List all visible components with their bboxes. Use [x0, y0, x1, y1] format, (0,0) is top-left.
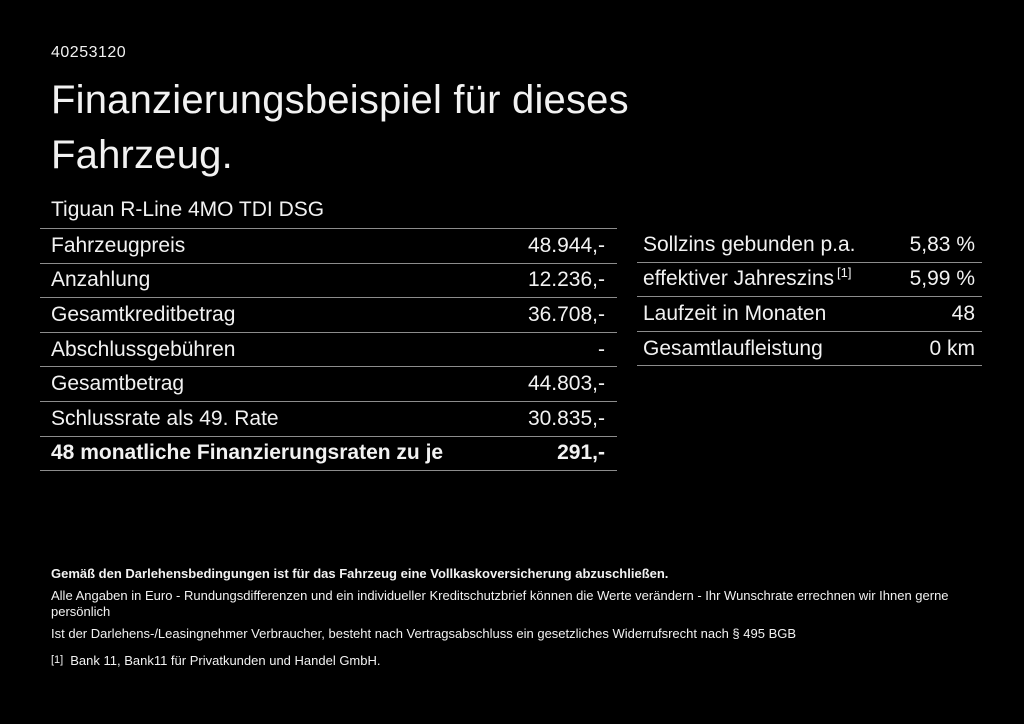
table-row-abschlussgebuehren: Abschlussgebühren -	[40, 333, 617, 368]
row-label: Anzahlung	[51, 268, 151, 292]
row-label: Gesamtlaufleistung	[643, 336, 823, 360]
page-title: Finanzierungsbeispiel für dieses Fahrzeug…	[51, 73, 629, 183]
table-row-effektiver-jahreszins: effektiver Jahreszins [1] 5,99 %	[637, 263, 982, 298]
table-row-schlussrate: Schlussrate als 49. Rate 30.835,-	[40, 402, 617, 437]
page-title-line2: Fahrzeug.	[51, 133, 233, 177]
row-value: 48.944,-	[527, 233, 605, 257]
row-value: 291,-	[557, 441, 605, 465]
row-label: Schlussrate als 49. Rate	[51, 406, 279, 430]
row-value: 5,83 %	[909, 232, 975, 256]
row-label: 48 monatliche Finanzierungsraten zu je	[51, 441, 444, 465]
table-row-sollzins: Sollzins gebunden p.a. 5,83 %	[637, 228, 982, 263]
row-label: Gesamtkreditbetrag	[51, 302, 236, 326]
table-row-anzahlung: Anzahlung 12.236,-	[40, 264, 617, 299]
vehicle-model: Tiguan R-Line 4MO TDI DSG	[51, 198, 325, 221]
finance-table: Fahrzeugpreis 48.944,- Anzahlung 12.236,…	[40, 228, 617, 472]
disclaimer-note-2: Ist der Darlehens-/Leasingnehmer Verbrau…	[51, 626, 797, 641]
row-value: 48	[951, 301, 975, 325]
row-label-text: effektiver Jahreszins	[643, 267, 835, 291]
row-label: Laufzeit in Monaten	[643, 301, 827, 325]
row-value: 5,99 %	[909, 267, 975, 291]
bank-footnote: [1] Bank 11, Bank11 für Privatkunden und …	[51, 653, 981, 670]
table-row-fahrzeugpreis: Fahrzeugpreis 48.944,-	[40, 229, 617, 264]
row-value: 0 km	[929, 336, 975, 360]
page-title-line1: Finanzierungsbeispiel für dieses	[51, 78, 629, 122]
row-label: Sollzins gebunden p.a.	[643, 232, 856, 256]
row-label: Fahrzeugpreis	[51, 233, 186, 257]
table-row-laufzeit: Laufzeit in Monaten 48	[637, 297, 982, 332]
reference-number: 40253120	[51, 44, 127, 61]
row-value: 30.835,-	[527, 406, 605, 430]
table-row-monatsrate: 48 monatliche Finanzierungsraten zu je 2…	[40, 437, 617, 472]
finance-tables: Fahrzeugpreis 48.944,- Anzahlung 12.236,…	[40, 228, 982, 472]
conditions-table: Sollzins gebunden p.a. 5,83 % effektiver…	[637, 228, 982, 367]
footnote-reference: [1]	[837, 265, 852, 281]
disclaimer-note-1: Alle Angaben in Euro - Rundungsdifferenz…	[51, 588, 949, 619]
row-value: 36.708,-	[527, 302, 605, 326]
table-row-gesamtlaufleistung: Gesamtlaufleistung 0 km	[637, 332, 982, 367]
row-label: Abschlussgebühren	[51, 337, 236, 361]
row-value: 12.236,-	[527, 268, 605, 292]
row-value: 44.803,-	[527, 372, 605, 396]
table-row-gesamtkreditbetrag: Gesamtkreditbetrag 36.708,-	[40, 298, 617, 333]
row-value: -	[598, 337, 605, 361]
row-label: Gesamtbetrag	[51, 372, 185, 396]
legal-footnotes: Gemäß den Darlehensbedingungen ist für d…	[51, 566, 981, 670]
insurance-note: Gemäß den Darlehensbedingungen ist für d…	[51, 566, 669, 581]
row-label: effektiver Jahreszins [1]	[643, 265, 852, 291]
footnote-marker: [1]	[51, 654, 64, 666]
bank-footnote-text: Bank 11, Bank11 für Privatkunden und Han…	[70, 653, 381, 668]
table-row-gesamtbetrag: Gesamtbetrag 44.803,-	[40, 367, 617, 402]
